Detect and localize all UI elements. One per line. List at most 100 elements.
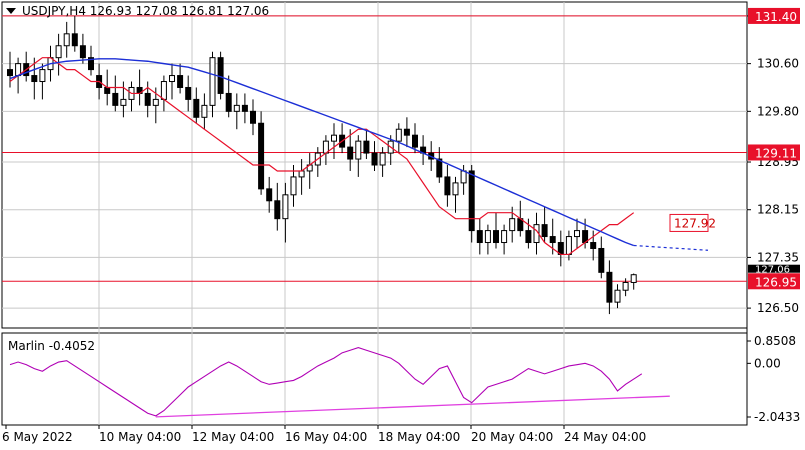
candle-body bbox=[201, 104, 208, 118]
candle-body bbox=[347, 146, 354, 160]
slow-ma-projection-line bbox=[633, 244, 709, 251]
candle-body bbox=[598, 247, 605, 273]
price-axis-tick-label: 129.80 bbox=[757, 104, 799, 118]
candle-body bbox=[31, 75, 38, 83]
level-price-tag-text: 129.11 bbox=[755, 146, 797, 160]
candle-body bbox=[574, 230, 580, 238]
candle-body bbox=[7, 69, 13, 77]
level-price-tag-box bbox=[748, 273, 800, 290]
time-axis-tick-label: 10 May 04:00 bbox=[99, 430, 181, 444]
candle-body bbox=[468, 170, 475, 232]
oscillator-trendline bbox=[155, 395, 670, 418]
price-axis-labels: 126.50127.35128.15128.95129.80130.60131.… bbox=[747, 7, 800, 315]
candle-body bbox=[120, 98, 127, 106]
price-axis-tick-label: 127.35 bbox=[757, 250, 799, 264]
oscillator-layer bbox=[9, 347, 670, 418]
current-price-tag-box bbox=[748, 264, 800, 273]
candle-body bbox=[104, 86, 111, 94]
candle-body bbox=[493, 230, 499, 244]
candle-body bbox=[606, 271, 613, 303]
candle-body bbox=[436, 158, 443, 178]
ma-projection-label-box bbox=[669, 213, 709, 232]
current-price-tag: 127.06 bbox=[748, 264, 800, 276]
candle-body bbox=[266, 188, 273, 202]
candle-body bbox=[541, 224, 548, 238]
candle-body bbox=[412, 134, 418, 148]
indicator-axis-tick-label: 0.8508 bbox=[754, 334, 796, 348]
candle-body bbox=[169, 75, 175, 83]
candle-body bbox=[403, 128, 410, 136]
candle-body bbox=[71, 33, 78, 47]
fast-moving-average-line bbox=[9, 57, 635, 256]
candle-body bbox=[290, 176, 297, 196]
candle-body bbox=[241, 104, 248, 112]
candle-body bbox=[549, 236, 556, 244]
candle-body bbox=[225, 92, 232, 112]
level-price-tag-text: 126.95 bbox=[755, 275, 797, 289]
level-price-tag-box bbox=[748, 7, 800, 24]
candle-body bbox=[460, 170, 467, 184]
price-axis-tick-label: 130.60 bbox=[757, 57, 799, 71]
candles-layer bbox=[7, 15, 637, 315]
candle-body bbox=[444, 176, 451, 196]
candle-body bbox=[525, 230, 532, 244]
time-axis-labels: 6 May 2022 10 May 04:00 12 May 04:00 16 May… bbox=[2, 425, 646, 444]
level-price-tag: 131.40 bbox=[748, 7, 800, 24]
candle-body bbox=[193, 98, 200, 118]
candle-body bbox=[55, 45, 62, 59]
symbol-header: USDJPY,H4 126.93 127.08 126.81 127.06 bbox=[22, 4, 269, 18]
candle-body bbox=[484, 230, 491, 244]
oscillator-line bbox=[9, 347, 643, 417]
candle-body bbox=[614, 289, 621, 303]
candle-body bbox=[501, 230, 508, 244]
candle-body bbox=[630, 274, 637, 283]
time-axis-tick-label: 12 May 04:00 bbox=[192, 430, 274, 444]
candle-body bbox=[363, 140, 370, 154]
candle-body bbox=[298, 170, 305, 178]
candle-body bbox=[79, 45, 86, 59]
level-price-tag-text: 131.40 bbox=[755, 10, 797, 24]
price-axis-tick-label: 126.50 bbox=[757, 301, 799, 315]
level-price-tag: 129.11 bbox=[748, 144, 800, 161]
candle-body bbox=[476, 230, 483, 244]
time-axis-tick-label: 6 May 2022 bbox=[2, 430, 73, 444]
time-axis-tick-label: 16 May 04:00 bbox=[285, 430, 367, 444]
candle-body bbox=[282, 194, 289, 220]
candle-body bbox=[371, 152, 378, 166]
time-axis-tick-label: 24 May 04:00 bbox=[564, 430, 646, 444]
indicator-axis-labels: 0.8508 0.00 -2.0433 bbox=[747, 334, 800, 424]
candle-body bbox=[590, 242, 597, 249]
price-axis-tick-label: 128.15 bbox=[757, 203, 799, 217]
indicator-label: Marlin -0.4052 bbox=[8, 339, 95, 353]
candle-body bbox=[63, 33, 70, 47]
time-axis-tick-label: 20 May 04:00 bbox=[471, 430, 553, 444]
indicator-axis-tick-label: 0.00 bbox=[754, 356, 781, 370]
candle-body bbox=[452, 182, 459, 196]
ma-projection-label: 127.92 bbox=[674, 216, 716, 230]
candle-body bbox=[144, 92, 151, 106]
candle-body bbox=[152, 98, 159, 106]
candle-body bbox=[395, 128, 402, 142]
indicator-axis-tick-label: -2.0433 bbox=[754, 410, 800, 424]
candle-body bbox=[258, 122, 265, 190]
candle-body bbox=[565, 236, 572, 255]
candle-body bbox=[88, 57, 94, 71]
candle-body bbox=[509, 218, 516, 232]
symbol-menu-triangle-icon[interactable] bbox=[6, 8, 16, 14]
candle-body bbox=[209, 57, 216, 106]
current-price-tag-text: 127.06 bbox=[755, 265, 790, 276]
candle-body bbox=[331, 134, 337, 142]
candle-body bbox=[379, 152, 386, 166]
candle-body bbox=[177, 75, 184, 88]
candle-body bbox=[622, 281, 629, 291]
level-price-tag-box bbox=[748, 144, 800, 161]
candle-body bbox=[274, 200, 281, 220]
candle-body bbox=[39, 69, 46, 83]
slow-moving-average-line bbox=[9, 58, 634, 247]
candle-body bbox=[250, 110, 256, 124]
candle-body bbox=[112, 92, 119, 106]
level-price-tag: 126.95 bbox=[748, 273, 800, 290]
candle-body bbox=[185, 86, 192, 100]
candle-body bbox=[160, 81, 167, 100]
